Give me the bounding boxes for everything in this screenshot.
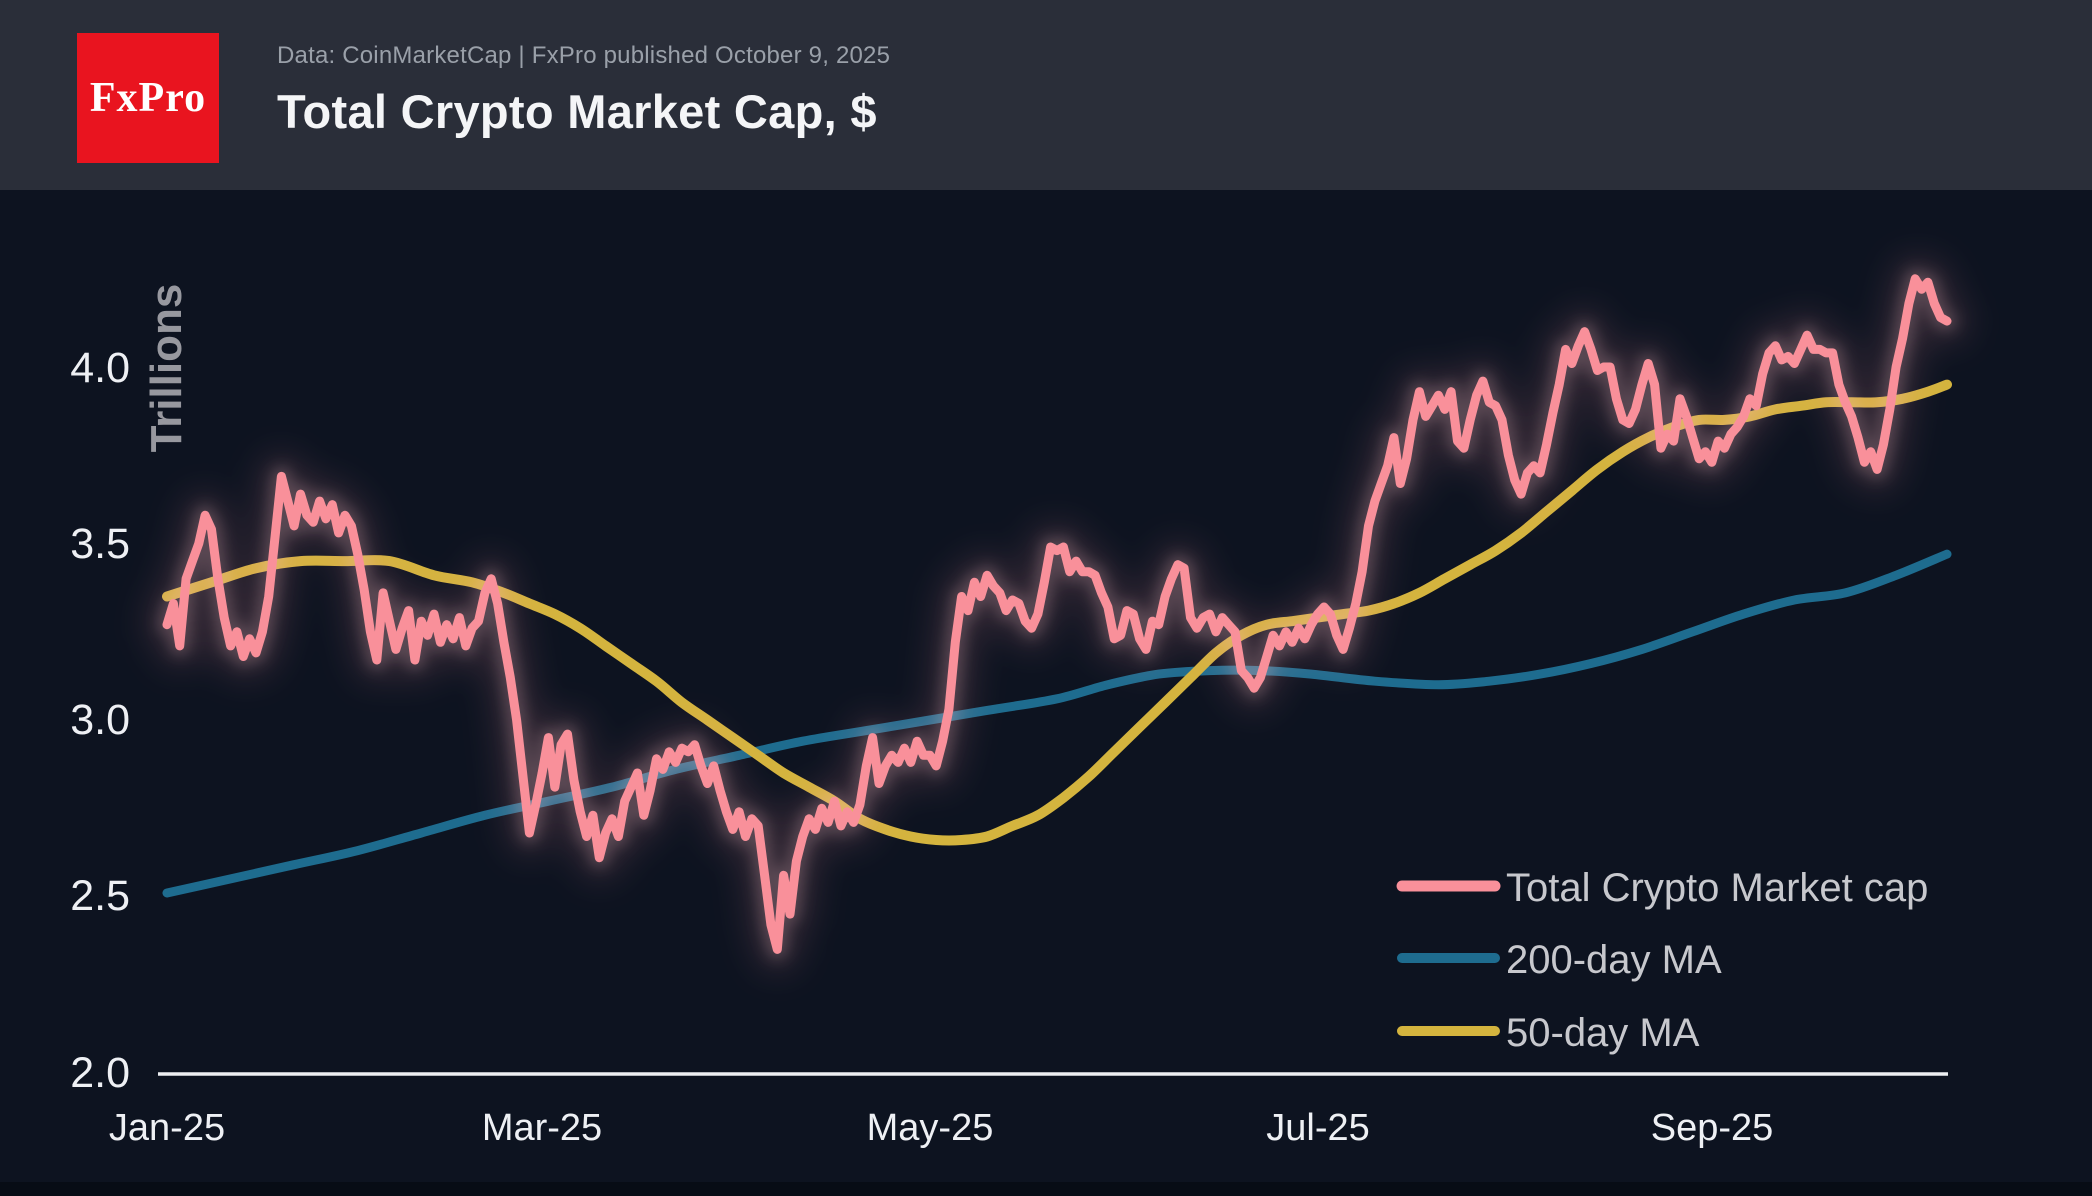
x-tick-may-25: May-25 [867, 1107, 994, 1149]
legend-label-total-market-cap: Total Crypto Market cap [1506, 866, 1928, 910]
chart-title: Total Crypto Market Cap, $ [277, 85, 877, 138]
total-crypto-market-cap-line [162, 274, 1952, 954]
x-tick-jul-25: Jul-25 [1266, 1107, 1370, 1149]
legend-label-200-day-ma: 200-day MA [1506, 938, 1722, 982]
x-tick-labels: Jan-25 Mar-25 May-25 Jul-25 Sep-25 [109, 1107, 1773, 1149]
fxpro-logo-text: FxPro [89, 75, 207, 121]
footer-strip [0, 1182, 2092, 1196]
y-tick-4-0: 4.0 [70, 344, 130, 392]
y-tick-3-5: 3.5 [70, 520, 130, 568]
chart-series-layer [144, 255, 1970, 973]
y-tick-labels: 2.0 2.5 3.0 3.5 4.0 [70, 344, 130, 1097]
y-tick-2-5: 2.5 [70, 872, 130, 920]
legend: Total Crypto Market cap 200-day MA 50-da… [1396, 866, 1928, 1055]
x-tick-mar-25: Mar-25 [482, 1107, 602, 1149]
y-axis-unit-label: Trillions [142, 284, 191, 453]
x-tick-jan-25: Jan-25 [109, 1107, 225, 1149]
y-tick-3-0: 3.0 [70, 696, 130, 744]
y-tick-2-0: 2.0 [70, 1049, 130, 1097]
200-day-ma-line [162, 549, 1952, 898]
data-source-caption: Data: CoinMarketCap | FxPro published Oc… [277, 42, 891, 69]
x-tick-sep-25: Sep-25 [1651, 1107, 1774, 1149]
header-titles: Data: CoinMarketCap | FxPro published Oc… [277, 42, 890, 139]
header-band: FxPro Data: CoinMarketCap | FxPro publis… [0, 0, 2092, 190]
legend-label-50-day-ma: 50-day MA [1506, 1011, 1700, 1055]
fxpro-logo: FxPro [77, 33, 219, 163]
